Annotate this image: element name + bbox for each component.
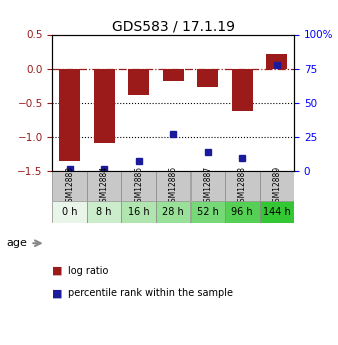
Bar <box>121 201 156 223</box>
Bar <box>260 201 294 223</box>
Text: ■: ■ <box>52 266 63 276</box>
Text: 0 h: 0 h <box>62 207 77 217</box>
Bar <box>52 201 87 223</box>
Text: 52 h: 52 h <box>197 207 219 217</box>
Text: GSM12883: GSM12883 <box>65 166 74 207</box>
Bar <box>225 171 260 201</box>
Text: 28 h: 28 h <box>162 207 184 217</box>
Text: ■: ■ <box>52 288 63 298</box>
Bar <box>59 69 80 161</box>
Bar <box>156 201 190 223</box>
Bar <box>191 171 225 201</box>
Text: percentile rank within the sample: percentile rank within the sample <box>68 288 233 298</box>
Bar <box>260 171 294 201</box>
Text: GSM12888: GSM12888 <box>238 166 247 207</box>
Text: 144 h: 144 h <box>263 207 291 217</box>
Bar <box>225 201 260 223</box>
Bar <box>266 54 287 69</box>
Text: GSM12886: GSM12886 <box>169 166 178 207</box>
Bar <box>197 69 218 87</box>
Bar <box>128 69 149 95</box>
Bar <box>156 171 190 201</box>
Text: GSM12887: GSM12887 <box>203 166 212 207</box>
Text: 8 h: 8 h <box>96 207 112 217</box>
Title: GDS583 / 17.1.19: GDS583 / 17.1.19 <box>112 19 235 33</box>
Text: 16 h: 16 h <box>128 207 149 217</box>
Text: GSM12884: GSM12884 <box>100 166 109 207</box>
Text: age: age <box>7 238 28 248</box>
Bar <box>121 171 156 201</box>
Bar <box>94 69 115 143</box>
Text: GSM12889: GSM12889 <box>272 166 281 207</box>
Text: log ratio: log ratio <box>68 266 108 276</box>
Bar <box>52 171 87 201</box>
Bar <box>163 69 184 81</box>
Bar <box>232 69 252 111</box>
Bar <box>87 171 121 201</box>
Text: 96 h: 96 h <box>232 207 253 217</box>
Bar <box>87 201 121 223</box>
Bar <box>191 201 225 223</box>
Text: GSM12885: GSM12885 <box>134 166 143 207</box>
